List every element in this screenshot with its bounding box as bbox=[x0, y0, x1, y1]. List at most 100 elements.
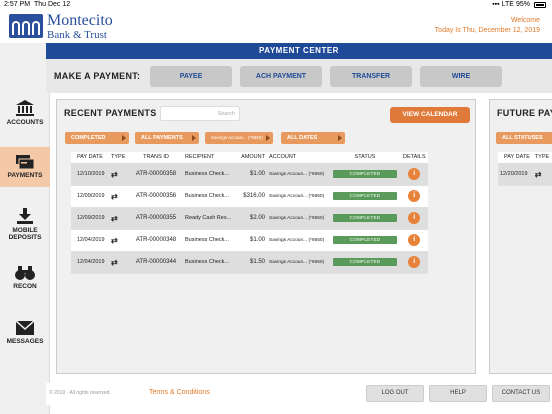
info-icon[interactable]: i bbox=[408, 212, 421, 224]
help-button[interactable]: HELP bbox=[429, 385, 487, 402]
details-cell: i bbox=[401, 185, 428, 208]
amount-cell: $1.50 bbox=[237, 251, 267, 274]
column-header[interactable]: ACCOUNT bbox=[267, 152, 329, 164]
table-row[interactable]: 12/04/2019 ⇄ ATR-00000348 Business Check...… bbox=[71, 229, 428, 252]
log-out-button[interactable]: LOG OUT bbox=[366, 385, 424, 402]
download-icon bbox=[17, 208, 33, 224]
trans-id-cell: ATR-00000348 bbox=[129, 229, 183, 252]
chevron-right-icon bbox=[338, 135, 342, 141]
account-cell: Savings Accoun... (*9550) bbox=[267, 185, 329, 208]
future-status-filter-label: ALL STATUSES bbox=[502, 135, 543, 141]
table-row[interactable]: 12/10/2019 ⇄ ATR-00000358 Business Check...… bbox=[71, 163, 428, 186]
column-header[interactable]: STATUS bbox=[329, 152, 401, 164]
table-header-row: PAY DATE TYPE bbox=[498, 152, 552, 164]
sidebar-item-messages[interactable]: MESSAGES bbox=[0, 321, 50, 345]
payment-type-filter-dropdown[interactable]: ALL PAYMENTS bbox=[135, 132, 199, 144]
account-filter-dropdown[interactable]: Savings Accoun... (*9550) bbox=[205, 132, 273, 144]
transfer-button[interactable]: TRANSFER bbox=[330, 66, 412, 87]
table-row[interactable]: 12/04/2019 ⇄ ATR-00000344 Business Check...… bbox=[71, 251, 428, 274]
sidebar-item-label: PAYMENTS bbox=[7, 172, 43, 179]
info-icon[interactable]: i bbox=[408, 190, 421, 202]
column-header[interactable]: AMOUNT bbox=[237, 152, 267, 164]
pay-date-cell: 12/04/2019 bbox=[71, 229, 109, 252]
status-badge: COMPLETED bbox=[333, 258, 397, 266]
transfer-icon: ⇄ bbox=[532, 163, 552, 186]
payment-type-filter-label: ALL PAYMENTS bbox=[141, 135, 183, 141]
amount-cell: $316.00 bbox=[237, 185, 267, 208]
column-header[interactable]: TYPE bbox=[109, 152, 129, 164]
sidebar-item-mobile-deposits[interactable]: MOBILE DEPOSITS bbox=[0, 208, 50, 241]
account-cell: Savings Accoun... (*9550) bbox=[267, 207, 329, 230]
recipient-cell: Business Check... bbox=[183, 229, 237, 252]
account-filter-label: Savings Accoun... (*9550) bbox=[211, 135, 263, 140]
signal-icon: ▪▪▪ bbox=[492, 1, 500, 8]
status-badge: COMPLETED bbox=[333, 236, 397, 244]
sidebar-item-accounts[interactable]: ACCOUNTS bbox=[0, 100, 50, 126]
recent-payments-title: RECENT PAYMENTS bbox=[64, 108, 157, 118]
status-cell: COMPLETED bbox=[329, 251, 401, 274]
pay-date-cell: 12/10/2019 bbox=[71, 163, 109, 186]
sidebar: ACCOUNTS PAYMENTS MOBILE DEPOSITS RECON bbox=[0, 43, 50, 414]
sidebar-item-label: MESSAGES bbox=[6, 338, 44, 345]
column-header[interactable]: TYPE bbox=[532, 152, 552, 164]
status-filter-dropdown[interactable]: COMPLETED bbox=[65, 132, 129, 144]
column-header[interactable]: PAY DATE bbox=[498, 152, 533, 164]
bank-icon bbox=[16, 100, 34, 116]
sidebar-item-payments[interactable]: PAYMENTS bbox=[0, 147, 50, 187]
welcome-text: Welcome bbox=[510, 17, 540, 24]
status-cell: COMPLETED bbox=[329, 207, 401, 230]
trans-id-cell: ATR-00000356 bbox=[129, 185, 183, 208]
battery-percent: 95% bbox=[515, 1, 530, 8]
transfer-icon: ⇄ bbox=[109, 185, 129, 208]
status-cell: COMPLETED bbox=[329, 163, 401, 186]
future-status-filter-dropdown[interactable]: ALL STATUSES bbox=[496, 132, 552, 144]
status-filter-label: COMPLETED bbox=[71, 135, 106, 141]
info-icon[interactable]: i bbox=[408, 256, 421, 268]
view-calendar-button[interactable]: VIEW CALENDAR bbox=[390, 107, 470, 123]
table-row[interactable]: 12/09/2019 ⇄ ATR-00000355 Ready Cash Res...… bbox=[71, 207, 428, 230]
wire-button[interactable]: WIRE bbox=[420, 66, 502, 87]
bank-logo-icon bbox=[9, 14, 43, 38]
date-filter-dropdown[interactable]: ALL DATES bbox=[281, 132, 345, 144]
sidebar-item-recon[interactable]: RECON bbox=[0, 266, 50, 290]
payment-center-title: PAYMENT CENTER bbox=[46, 43, 552, 59]
chevron-right-icon bbox=[266, 135, 270, 141]
date-filter-label: ALL DATES bbox=[287, 135, 318, 141]
network-label: LTE bbox=[501, 1, 514, 8]
column-header[interactable]: PAY DATE bbox=[71, 152, 109, 164]
details-cell: i bbox=[401, 163, 428, 186]
make-payment-label: MAKE A PAYMENT: bbox=[54, 71, 141, 81]
column-header[interactable]: TRANS ID bbox=[129, 152, 183, 164]
pay-date-cell: 12/09/2019 bbox=[71, 185, 109, 208]
pay-date-cell: 12/09/2019 bbox=[71, 207, 109, 230]
app-header: Montecito Bank & Trust Welcome Today Is … bbox=[0, 10, 552, 43]
payee-button[interactable]: PAYEE bbox=[150, 66, 232, 87]
column-header[interactable]: RECIPIENT bbox=[183, 152, 237, 164]
details-cell: i bbox=[401, 251, 428, 274]
pay-date-cell: 12/20/2019 bbox=[498, 163, 533, 186]
table-row[interactable]: 12/09/2019 ⇄ ATR-00000356 Business Check...… bbox=[71, 185, 428, 208]
details-cell: i bbox=[401, 229, 428, 252]
contact-us-button[interactable]: CONTACT US bbox=[492, 385, 550, 402]
amount-cell: $2.00 bbox=[237, 207, 267, 230]
status-badge: COMPLETED bbox=[333, 170, 397, 178]
status-badge: COMPLETED bbox=[333, 214, 397, 222]
footer: © 2019 · All rights reserved. Terms & Co… bbox=[46, 383, 552, 405]
sidebar-item-label: MOBILE bbox=[12, 227, 38, 234]
column-header[interactable]: DETAILS bbox=[401, 152, 428, 164]
table-header-row: PAY DATE TYPE TRANS ID RECIPIENT AMOUNT … bbox=[71, 152, 428, 164]
search-input[interactable]: Search bbox=[160, 106, 240, 121]
recipient-cell: Business Check... bbox=[183, 163, 237, 186]
terms-link[interactable]: Terms & Conditions bbox=[149, 389, 210, 396]
sidebar-item-label: RECON bbox=[13, 283, 37, 290]
info-icon[interactable]: i bbox=[408, 168, 421, 180]
chevron-right-icon bbox=[192, 135, 196, 141]
today-date: Today Is Thu, December 12, 2019 bbox=[434, 27, 540, 34]
table-row[interactable]: 12/20/2019 ⇄ bbox=[498, 163, 552, 186]
brand-subname: Bank & Trust bbox=[47, 29, 107, 41]
transfer-icon: ⇄ bbox=[109, 229, 129, 252]
info-icon[interactable]: i bbox=[408, 234, 421, 246]
status-bar: 2:57 PM Thu Dec 12 ▪▪▪ LTE 95% bbox=[0, 0, 552, 10]
ach-payment-button[interactable]: ACH PAYMENT bbox=[240, 66, 322, 87]
brand-name: Montecito bbox=[47, 12, 113, 29]
